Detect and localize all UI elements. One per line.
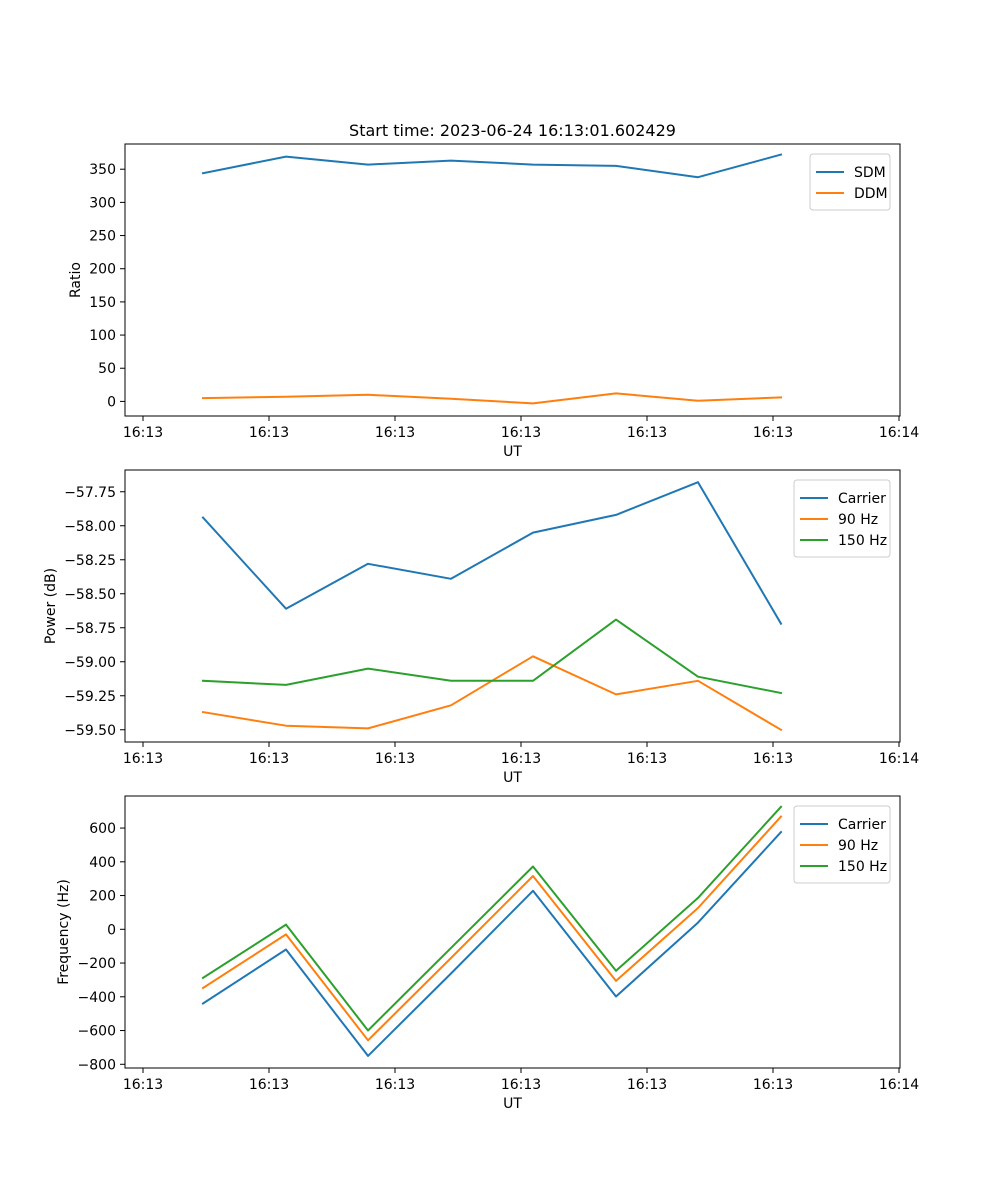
- y-tick-label: 0: [107, 394, 116, 410]
- legend-label: 90 Hz: [838, 512, 878, 528]
- x-tick-label: 16:14: [879, 1077, 919, 1093]
- legend-box: [793, 805, 891, 884]
- x-tick-label: 16:13: [375, 1077, 415, 1093]
- x-tick-label: 16:14: [879, 751, 919, 767]
- x-tick-label: 16:13: [123, 1077, 163, 1093]
- legend-box: [793, 479, 891, 558]
- ratio-legend: SDM DDM: [809, 153, 891, 211]
- y-tick-label: 50: [98, 361, 116, 377]
- x-tick-label: 16:13: [249, 751, 289, 767]
- frequency-series-line-90-hz: [201, 815, 783, 1042]
- y-tick-label: −400: [78, 990, 116, 1006]
- x-tick-label: 16:13: [753, 751, 793, 767]
- x-tick-label: 16:13: [249, 1077, 289, 1093]
- power-axes-frame: [124, 469, 901, 743]
- frequency-panel: 16:13 16:13 16:13 16:13 16:13 16:13 16:14 −800 −…: [56, 795, 919, 1112]
- x-tick-label: 16:13: [501, 751, 541, 767]
- frequency-plot-area: [125, 796, 900, 1068]
- y-tick-label: 200: [89, 262, 116, 278]
- ratio-axes-frame: [124, 143, 901, 417]
- x-tick-label: 16:13: [249, 425, 289, 441]
- power-legend: Carrier 90 Hz 150 Hz: [793, 479, 891, 558]
- legend-label: 150 Hz: [838, 859, 887, 875]
- y-tick-label: −58.25: [64, 553, 116, 569]
- y-tick-label: 100: [89, 328, 116, 344]
- legend-label: Carrier: [838, 817, 886, 833]
- ratio-series-line-ddm: [201, 392, 783, 405]
- y-tick-label: 300: [89, 195, 116, 211]
- y-tick-label: 600: [89, 821, 116, 837]
- x-axis-label: UT: [503, 444, 522, 460]
- x-tick-label: 16:13: [627, 751, 667, 767]
- legend-label: SDM: [854, 165, 886, 181]
- ratio-plot-area: [125, 144, 900, 416]
- power-plot-area: [125, 470, 900, 742]
- x-tick-label: 16:13: [501, 1077, 541, 1093]
- y-tick-label: 350: [89, 162, 116, 178]
- y-tick-label: −58.75: [64, 621, 116, 637]
- y-tick-label: −57.75: [64, 485, 116, 501]
- legend-label: 150 Hz: [838, 533, 887, 549]
- x-axis-label: UT: [503, 1096, 522, 1112]
- y-tick-label: 150: [89, 295, 116, 311]
- x-tick-label: 16:13: [375, 751, 415, 767]
- power-series-line-150-hz: [201, 618, 783, 695]
- power-series-line-carrier: [201, 481, 783, 626]
- legend-box: [809, 153, 891, 211]
- chart-title: Start time: 2023-06-24 16:13:01.602429: [349, 121, 676, 140]
- y-tick-label: −800: [78, 1057, 116, 1073]
- x-tick-label: 16:13: [627, 425, 667, 441]
- frequency-series-line-carrier: [201, 830, 783, 1057]
- y-tick-label: −59.50: [64, 723, 116, 739]
- y-tick-label: −59.25: [64, 689, 116, 705]
- x-axis-label: UT: [503, 770, 522, 786]
- y-tick-label: 0: [107, 922, 116, 938]
- y-axis-label: Ratio: [68, 262, 84, 298]
- frequency-series-line-150-hz: [201, 805, 783, 1032]
- y-tick-label: 250: [89, 229, 116, 245]
- y-axis-label: Power (dB): [43, 568, 59, 644]
- x-tick-label: 16:13: [375, 425, 415, 441]
- legend-label: Carrier: [838, 491, 886, 507]
- y-tick-label: −200: [78, 956, 116, 972]
- y-tick-label: −600: [78, 1024, 116, 1040]
- x-tick-label: 16:13: [753, 1077, 793, 1093]
- x-tick-label: 16:13: [501, 425, 541, 441]
- x-tick-label: 16:13: [627, 1077, 667, 1093]
- frequency-axes-frame: [124, 795, 901, 1069]
- y-tick-label: 200: [89, 889, 116, 905]
- x-tick-label: 16:13: [123, 751, 163, 767]
- y-tick-label: −58.50: [64, 587, 116, 603]
- x-tick-label: 16:13: [753, 425, 793, 441]
- y-axis-label: Frequency (Hz): [56, 879, 72, 985]
- ratio-panel: 16:13 16:13 16:13 16:13 16:13 16:13 16:14 0 50 10…: [68, 143, 919, 460]
- x-tick-label: 16:13: [123, 425, 163, 441]
- legend-label: DDM: [854, 186, 888, 202]
- x-tick-label: 16:14: [879, 425, 919, 441]
- y-tick-label: −58.00: [64, 519, 116, 535]
- y-tick-label: 400: [89, 855, 116, 871]
- power-panel: 16:13 16:13 16:13 16:13 16:13 16:13 16:14 −59.5…: [43, 469, 919, 786]
- ratio-series-line-sdm: [201, 153, 783, 179]
- y-tick-label: −59.00: [64, 655, 116, 671]
- frequency-legend: Carrier 90 Hz 150 Hz: [793, 805, 891, 884]
- legend-label: 90 Hz: [838, 838, 878, 854]
